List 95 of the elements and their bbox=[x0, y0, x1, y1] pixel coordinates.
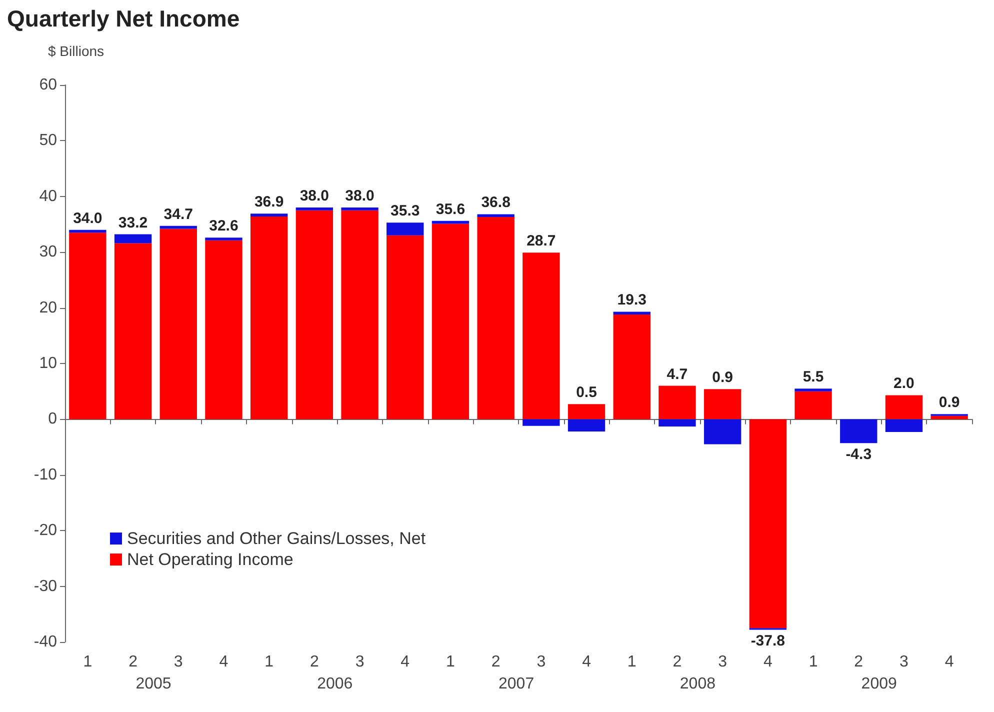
bar bbox=[840, 419, 878, 444]
total-label: 38.0 bbox=[345, 188, 374, 205]
y-tick-label: 50 bbox=[39, 132, 58, 150]
bar bbox=[704, 389, 742, 420]
total-label: 35.3 bbox=[390, 202, 420, 220]
legend-label: Net Operating Income bbox=[127, 550, 294, 570]
total-label: 5.5 bbox=[802, 368, 824, 386]
total-label: -4.3 bbox=[846, 446, 872, 464]
y-tick-label: -20 bbox=[34, 522, 58, 540]
bar bbox=[205, 238, 242, 240]
bar bbox=[568, 419, 606, 432]
bar bbox=[885, 419, 923, 432]
bar bbox=[749, 419, 787, 628]
y-axis-title: $ Billions bbox=[48, 43, 104, 59]
x-tick-label: 2 bbox=[310, 654, 319, 670]
y-tick-label: 20 bbox=[39, 299, 58, 316]
x-tick-label: 2 bbox=[128, 654, 138, 670]
bar bbox=[432, 224, 470, 420]
bar bbox=[658, 386, 696, 420]
total-label: 0.5 bbox=[576, 384, 597, 402]
total-label: 32.6 bbox=[209, 218, 238, 235]
total-label: -37.8 bbox=[750, 632, 786, 650]
x-tick-label: 3 bbox=[900, 654, 909, 670]
bar bbox=[477, 214, 514, 218]
bar bbox=[704, 419, 742, 444]
total-label: 36.9 bbox=[254, 194, 284, 211]
y-tick-label: 30 bbox=[39, 244, 58, 261]
text: 2005 bbox=[136, 676, 172, 692]
legend-label: Securities and Other Gains/Losses, Net bbox=[127, 529, 426, 548]
bar bbox=[69, 230, 106, 233]
total-label: 36.8 bbox=[481, 194, 510, 212]
x-tick-label: 4 bbox=[400, 654, 410, 670]
text: 2009 bbox=[861, 676, 897, 692]
y-tick-label: -40 bbox=[34, 634, 58, 650]
x-tick-label: 1 bbox=[83, 654, 92, 670]
y-tick-label: 10 bbox=[39, 355, 58, 372]
x-tick-label: 3 bbox=[355, 654, 364, 670]
total-label: 35.6 bbox=[436, 200, 466, 218]
x-tick-label: 2 bbox=[854, 654, 864, 670]
total-label: 19.3 bbox=[617, 292, 646, 309]
bar bbox=[114, 234, 152, 244]
x-tick-label: 4 bbox=[763, 654, 772, 670]
total-label: 34.0 bbox=[73, 210, 102, 227]
total-label: 34.7 bbox=[164, 206, 193, 223]
x-tick-label: 3 bbox=[536, 654, 546, 670]
y-tick-label: -30 bbox=[34, 578, 58, 595]
bar bbox=[296, 210, 334, 420]
bar bbox=[341, 210, 378, 420]
x-tick-label: 1 bbox=[264, 654, 274, 670]
x-tick-label: 4 bbox=[219, 654, 228, 670]
bar bbox=[296, 208, 334, 210]
bar bbox=[477, 217, 514, 420]
x-tick-label: 1 bbox=[808, 654, 818, 670]
bar bbox=[69, 232, 106, 420]
x-tick-label: 4 bbox=[582, 654, 592, 670]
total-label: 33.2 bbox=[118, 214, 148, 232]
bar bbox=[930, 416, 968, 420]
x-tick-label: 2 bbox=[672, 654, 682, 670]
bar bbox=[160, 228, 197, 420]
bar bbox=[386, 222, 424, 236]
x-tick-label: 4 bbox=[944, 654, 954, 670]
y-tick-label: -10 bbox=[34, 466, 58, 484]
bar bbox=[613, 314, 650, 420]
total-label: 4.7 bbox=[666, 366, 688, 383]
x-tick-label: 3 bbox=[174, 654, 183, 670]
bar bbox=[250, 216, 288, 420]
bar bbox=[114, 243, 152, 420]
bar bbox=[885, 395, 923, 420]
bar bbox=[522, 419, 560, 426]
bar bbox=[386, 235, 424, 420]
bar bbox=[522, 252, 560, 420]
x-tick-label: 2 bbox=[491, 654, 500, 670]
text: 2007 bbox=[498, 676, 534, 692]
bar bbox=[613, 312, 650, 314]
bar bbox=[658, 419, 696, 426]
bar bbox=[205, 240, 242, 420]
text: 2006 bbox=[317, 676, 353, 692]
total-label: 28.7 bbox=[526, 232, 556, 250]
text: 2008 bbox=[680, 676, 716, 692]
bar bbox=[794, 388, 832, 392]
x-tick-label: 3 bbox=[718, 654, 728, 670]
x-tick-label: 1 bbox=[627, 654, 636, 670]
y-tick-label: 60 bbox=[39, 76, 58, 94]
bar bbox=[250, 214, 288, 216]
total-label: 0.9 bbox=[938, 394, 960, 412]
y-tick-label: 0 bbox=[48, 410, 58, 428]
total-label: 0.9 bbox=[712, 369, 734, 386]
total-label: 38.0 bbox=[300, 188, 330, 205]
chart-title: Quarterly Net Income bbox=[7, 6, 240, 32]
total-label: 2.0 bbox=[894, 375, 914, 392]
bar bbox=[568, 404, 606, 420]
y-tick-label: 40 bbox=[39, 188, 58, 205]
x-tick-label: 1 bbox=[446, 654, 456, 670]
bar bbox=[341, 208, 378, 210]
bar bbox=[794, 391, 832, 420]
